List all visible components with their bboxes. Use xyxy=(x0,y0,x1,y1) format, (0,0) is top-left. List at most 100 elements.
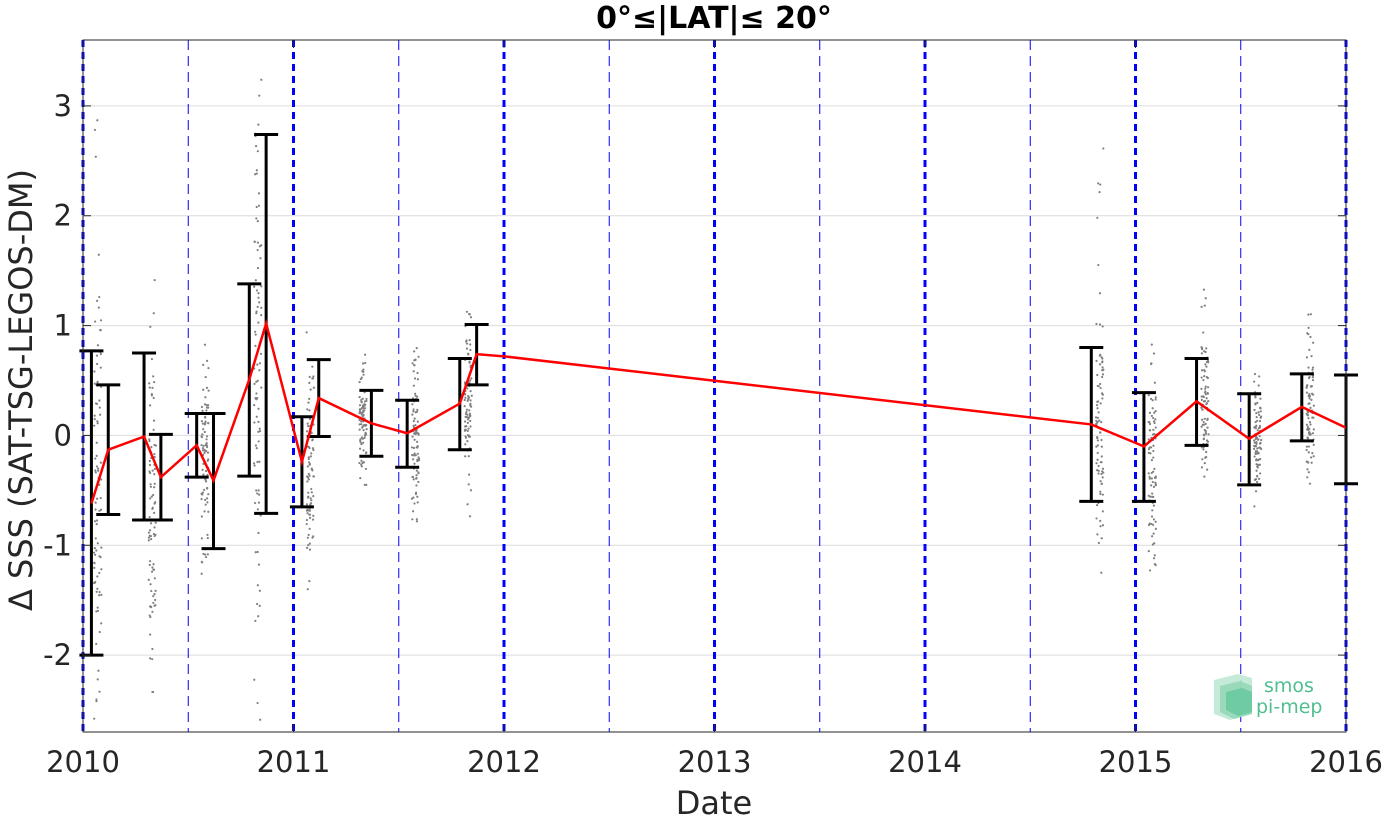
scatter-point xyxy=(415,484,418,487)
scatter-point xyxy=(306,512,309,515)
y-tick-label: 2 xyxy=(54,199,72,233)
scatter-point xyxy=(1308,482,1312,485)
scatter-point xyxy=(98,571,101,575)
scatter-point xyxy=(312,475,316,478)
scatter-point xyxy=(256,220,259,223)
scatter-point xyxy=(96,606,99,609)
scatter-point xyxy=(253,464,256,467)
scatter-point xyxy=(413,452,416,455)
scatter-point xyxy=(307,544,310,547)
scatter-point xyxy=(312,514,315,517)
scatter-point xyxy=(1258,426,1261,429)
scatter-point xyxy=(1150,343,1153,346)
scatter-point xyxy=(467,416,471,419)
scatter-point xyxy=(204,498,207,501)
scatter-point xyxy=(97,669,100,672)
scatter-point xyxy=(258,460,261,463)
scatter-point xyxy=(259,718,262,721)
scatter-point xyxy=(1096,469,1099,472)
scatter-point xyxy=(362,370,365,373)
scatter-point xyxy=(1154,426,1157,429)
logo-line2: pi-mep xyxy=(1256,696,1322,718)
scatter-point xyxy=(154,521,157,524)
scatter-point xyxy=(98,406,101,409)
scatter-point xyxy=(468,360,471,363)
scatter-point xyxy=(1097,411,1100,414)
scatter-point xyxy=(360,398,363,402)
scatter-point xyxy=(359,477,362,480)
scatter-point xyxy=(148,439,151,443)
scatter-point xyxy=(258,604,261,607)
scatter-point xyxy=(361,406,364,409)
scatter-point xyxy=(203,423,206,426)
scatter-point xyxy=(204,396,207,399)
scatter-point xyxy=(1151,492,1154,495)
scatter-point xyxy=(1152,449,1155,453)
scatter-point xyxy=(1306,468,1309,471)
scatter-point xyxy=(1200,466,1204,469)
scatter-point xyxy=(305,430,309,433)
scatter-point xyxy=(365,483,368,486)
scatter-point xyxy=(98,295,101,299)
scatter-point xyxy=(1253,439,1256,442)
scatter-point xyxy=(469,399,472,402)
scatter-point xyxy=(1205,450,1208,454)
scatter-point xyxy=(1154,418,1157,421)
scatter-point xyxy=(1202,378,1205,382)
scatter-point xyxy=(1152,428,1155,431)
scatter-point xyxy=(203,403,207,406)
scatter-point xyxy=(256,150,259,153)
scatter-point xyxy=(417,480,420,484)
scatter-point xyxy=(206,451,210,454)
scatter-point xyxy=(1101,361,1104,364)
scatter-point xyxy=(202,388,205,391)
scatter-point xyxy=(1200,346,1203,349)
scatter-point xyxy=(416,501,419,504)
scatter-point xyxy=(1095,404,1099,407)
scatter-point xyxy=(468,473,471,476)
scatter-point xyxy=(1151,480,1154,484)
scatter-point xyxy=(1150,471,1153,475)
scatter-point xyxy=(1151,509,1154,512)
scatter-point xyxy=(1100,438,1103,442)
scatter-point xyxy=(464,425,467,428)
x-tick-label: 2010 xyxy=(46,745,120,779)
scatter-point xyxy=(1099,382,1102,386)
scatter-point xyxy=(305,518,308,522)
scatter-point xyxy=(412,424,415,427)
scatter-point xyxy=(361,411,364,414)
scatter-point xyxy=(93,561,96,564)
x-tick-label: 2015 xyxy=(1099,745,1173,779)
scatter-point xyxy=(465,310,468,313)
scatter-point xyxy=(306,465,309,468)
scatter-point xyxy=(153,452,156,456)
scatter-point xyxy=(149,485,153,488)
scatter-point xyxy=(467,483,470,486)
scatter-point xyxy=(1204,350,1207,354)
scatter-point xyxy=(259,257,262,260)
scatter-point xyxy=(95,700,98,703)
scatter-point xyxy=(1149,397,1153,400)
scatter-point xyxy=(1098,323,1102,326)
scatter-point xyxy=(1097,385,1100,388)
scatter-point xyxy=(95,523,98,526)
scatter-point xyxy=(1306,437,1310,440)
scatter-point xyxy=(414,454,417,457)
scatter-point xyxy=(256,701,259,705)
scatter-point xyxy=(1253,478,1257,481)
scatter-point xyxy=(365,428,368,431)
scatter-point xyxy=(1203,374,1206,378)
scatter-point xyxy=(154,589,157,592)
scatter-point xyxy=(1154,398,1157,401)
scatter-point xyxy=(469,489,473,492)
scatter-point xyxy=(94,501,97,504)
scatter-point xyxy=(1148,429,1152,432)
scatter-point xyxy=(416,495,419,498)
scatter-point xyxy=(363,400,367,403)
scatter-point xyxy=(149,633,152,636)
y-axis-ticks: -2 -1 0 1 2 3 xyxy=(43,89,1346,672)
scatter-point xyxy=(1253,444,1256,448)
scatter-point xyxy=(1258,472,1262,475)
scatter-point xyxy=(466,413,469,416)
scatter-point xyxy=(154,598,157,602)
